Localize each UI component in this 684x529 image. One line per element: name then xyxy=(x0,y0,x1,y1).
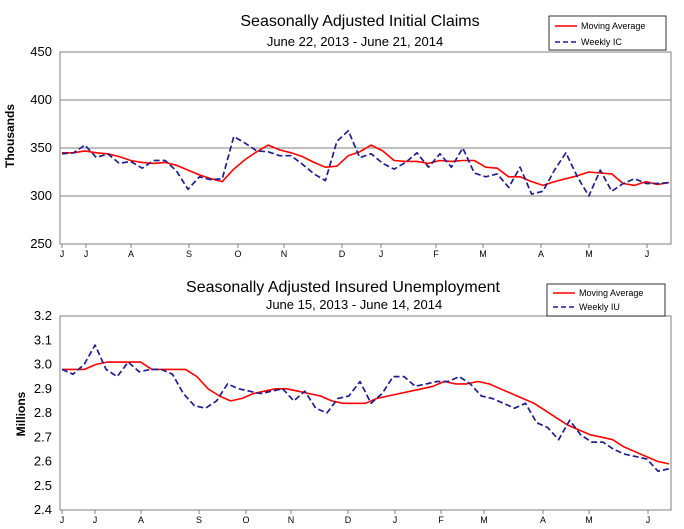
x-tick-label: F xyxy=(433,249,439,259)
chart-2-title: Seasonally Adjusted Insured Unemployment xyxy=(186,279,501,296)
x-tick-label: A xyxy=(128,249,134,259)
y-tick-label: 2.7 xyxy=(34,429,52,444)
y-tick-label: 2.8 xyxy=(34,405,52,420)
x-tick-label: D xyxy=(345,515,352,525)
x-tick-label: J xyxy=(84,249,89,259)
y-tick-label: 250 xyxy=(30,236,52,251)
chart-1-legend-label-ma: Moving Average xyxy=(581,21,645,31)
y-tick-label: 3.1 xyxy=(34,332,52,347)
x-tick-label: J xyxy=(379,249,384,259)
y-tick-label: 3.0 xyxy=(34,357,52,372)
series-line-weekly xyxy=(61,344,670,473)
x-tick-label: S xyxy=(196,515,202,525)
x-tick-label: A xyxy=(538,249,544,259)
y-tick-label: 400 xyxy=(30,92,52,107)
x-tick-label: N xyxy=(281,249,288,259)
x-tick-label: F xyxy=(438,515,444,525)
chart-1-legend-label-weekly: Weekly IC xyxy=(581,37,622,47)
chart-2-series xyxy=(61,344,670,473)
x-tick-label: O xyxy=(234,249,241,259)
chart-2-subtitle: June 15, 2013 - June 14, 2014 xyxy=(266,297,442,312)
chart-2-legend-box xyxy=(546,283,666,317)
chart-2-ylabel: Millions xyxy=(14,391,28,436)
y-tick-label: 2.5 xyxy=(34,478,52,493)
x-tick-label: J xyxy=(93,515,98,525)
y-tick-label: 2.9 xyxy=(34,381,52,396)
y-tick-label: 300 xyxy=(30,188,52,203)
y-tick-label: 2.6 xyxy=(34,454,52,469)
x-tick-label: J xyxy=(645,249,650,259)
chart-1-legend: Moving Average Weekly IC xyxy=(548,15,667,51)
chart-insured-unemployment: Seasonally Adjusted Insured Unemployment… xyxy=(14,279,672,525)
chart-1-ylabel: Thousands xyxy=(3,104,17,168)
chart-2-legend-label-ma: Moving Average xyxy=(579,288,643,298)
x-tick-label: M xyxy=(585,515,593,525)
chart-2-y-ticks: 2.4 2.5 2.6 2.7 2.8 2.9 3.0 3.1 3.2 xyxy=(34,308,52,517)
chart-initial-claims: Seasonally Adjusted Initial Claims June … xyxy=(3,13,672,259)
x-tick-label: J xyxy=(60,249,65,259)
x-tick-label: J xyxy=(60,515,65,525)
x-tick-label: J xyxy=(393,515,398,525)
y-tick-label: 2.4 xyxy=(34,502,52,517)
chart-1-legend-box xyxy=(548,15,667,51)
chart-1-y-ticks: 250 300 350 400 450 xyxy=(30,44,52,251)
x-tick-label: S xyxy=(186,249,192,259)
chart-2-legend-label-weekly: Weekly IU xyxy=(579,302,620,312)
x-tick-label: O xyxy=(242,515,249,525)
chart-2-legend: Moving Average Weekly IU xyxy=(546,283,666,317)
x-tick-label: A xyxy=(138,515,144,525)
series-line-moving-average xyxy=(62,361,670,465)
y-tick-label: 450 xyxy=(30,44,52,59)
x-tick-label: N xyxy=(288,515,295,525)
x-tick-label: M xyxy=(585,249,593,259)
x-tick-label: A xyxy=(540,515,546,525)
chart-1-series xyxy=(61,129,670,197)
series-line-weekly xyxy=(61,129,670,197)
chart-1-title: Seasonally Adjusted Initial Claims xyxy=(240,13,479,30)
x-tick-label: M xyxy=(479,249,487,259)
chart-2-plot-area xyxy=(59,315,672,511)
x-tick-label: D xyxy=(339,249,346,259)
x-tick-label: M xyxy=(480,515,488,525)
y-tick-label: 350 xyxy=(30,140,52,155)
chart-1-subtitle: June 22, 2013 - June 21, 2014 xyxy=(267,34,443,49)
series-line-moving-average xyxy=(62,144,670,187)
x-tick-label: J xyxy=(646,515,651,525)
y-tick-label: 3.2 xyxy=(34,308,52,323)
